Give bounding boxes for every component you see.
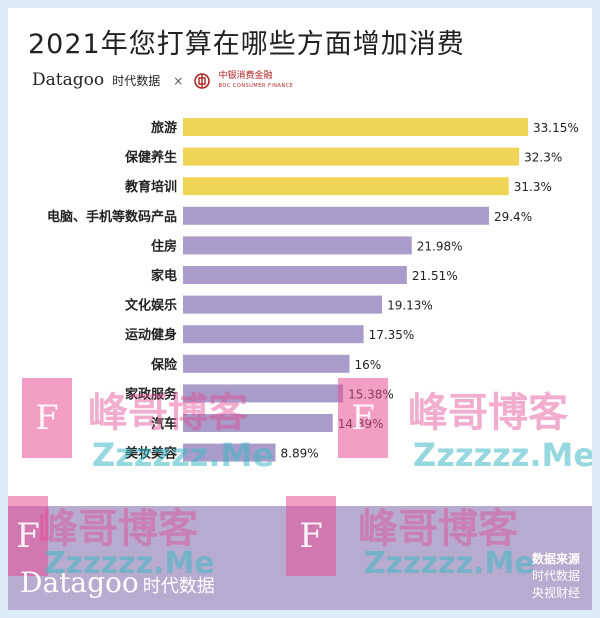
- watermark-logo: F: [8, 496, 48, 576]
- brand-separator: ×: [173, 74, 184, 88]
- value-label: 19.13%: [387, 299, 433, 313]
- category-label: 汽车: [151, 416, 177, 432]
- partner-name: 中银消费金融 BOC CONSUMER FINANCE: [219, 71, 294, 91]
- value-label: 33.15%: [533, 121, 579, 135]
- bar: [183, 236, 412, 255]
- value-label: 21.98%: [417, 239, 463, 253]
- bar: [183, 325, 364, 344]
- value-label: 16%: [355, 358, 382, 372]
- category-label: 保险: [150, 357, 178, 373]
- category-label: 保健养生: [124, 150, 177, 166]
- footer-logo-text: Datagoo: [20, 566, 139, 599]
- footer-logo-cn: 时代数据: [142, 576, 215, 597]
- bar: [183, 443, 276, 462]
- watermark-text: 峰哥博客: [88, 390, 248, 436]
- value-label: 17.35%: [369, 328, 415, 342]
- value-label: 21.51%: [412, 269, 458, 283]
- bar: [183, 206, 489, 225]
- value-label: 8.89%: [281, 447, 319, 461]
- value-label: 31.3%: [514, 180, 552, 194]
- brand-logo: Datagoo: [32, 70, 105, 90]
- source-title: 数据来源: [531, 552, 580, 566]
- watermark-url: Zzzzzz.Me: [92, 436, 275, 474]
- watermark-logo: F: [22, 378, 72, 458]
- watermark-url: Zzzzzz.Me: [413, 436, 592, 474]
- watermark-url: Zzzzzz.Me: [364, 546, 535, 581]
- partner-name-cn: 中银消费金融: [218, 70, 273, 81]
- bar: [183, 177, 509, 196]
- bar: [183, 147, 520, 166]
- bar-chart: 旅游 33.15% 保健养生 32.3% 教育培训 31.3% 电脑、手机等数码产品 29.4…: [47, 118, 579, 462]
- category-label: 教育培训: [124, 179, 177, 195]
- watermark-text: 峰哥博客: [358, 506, 518, 552]
- category-label: 住房: [151, 238, 177, 254]
- value-label: 32.3%: [524, 151, 562, 165]
- chart-title: 2021年您打算在哪些方面增加消费: [28, 29, 465, 60]
- category-label: 旅游: [151, 120, 177, 136]
- category-label: 文化娱乐: [125, 298, 177, 314]
- category-label: 美妆美容: [125, 446, 177, 462]
- watermark-url: Zzzzzz.Me: [44, 546, 215, 581]
- footer-logo: Datagoo 时代数据: [20, 566, 215, 599]
- bar: [183, 295, 383, 314]
- partner-name-en: BOC CONSUMER FINANCE: [218, 82, 294, 89]
- bar: [183, 414, 333, 432]
- source-line: 央视财经: [531, 586, 580, 600]
- value-label: 29.4%: [494, 210, 532, 224]
- infographic-card: 2021年您打算在哪些方面增加消费 Datagoo 时代数据 × 中银消费金融 …: [8, 8, 592, 610]
- bar: [183, 266, 407, 284]
- brand-row: Datagoo 时代数据 × 中银消费金融 BOC CONSUMER FINAN…: [32, 70, 293, 98]
- watermark-text: 峰哥博客: [38, 506, 198, 552]
- category-label: 家政服务: [125, 386, 178, 402]
- brand-logo-cn: 时代数据: [112, 74, 161, 88]
- source-line: 时代数据: [531, 569, 580, 583]
- bar: [183, 384, 344, 403]
- data-source: 数据来源 时代数据 央视财经: [532, 551, 580, 602]
- watermark-text: 峰哥博客: [408, 390, 568, 436]
- bar: [183, 354, 350, 373]
- watermark-logo: F: [338, 378, 388, 458]
- bank-logo-icon: [194, 72, 211, 89]
- category-label: 电脑、手机等数码产品: [47, 209, 177, 225]
- watermark-logo: F: [286, 496, 336, 576]
- category-label: 运动健身: [125, 327, 177, 343]
- category-label: 家电: [151, 268, 177, 284]
- bar: [183, 118, 528, 136]
